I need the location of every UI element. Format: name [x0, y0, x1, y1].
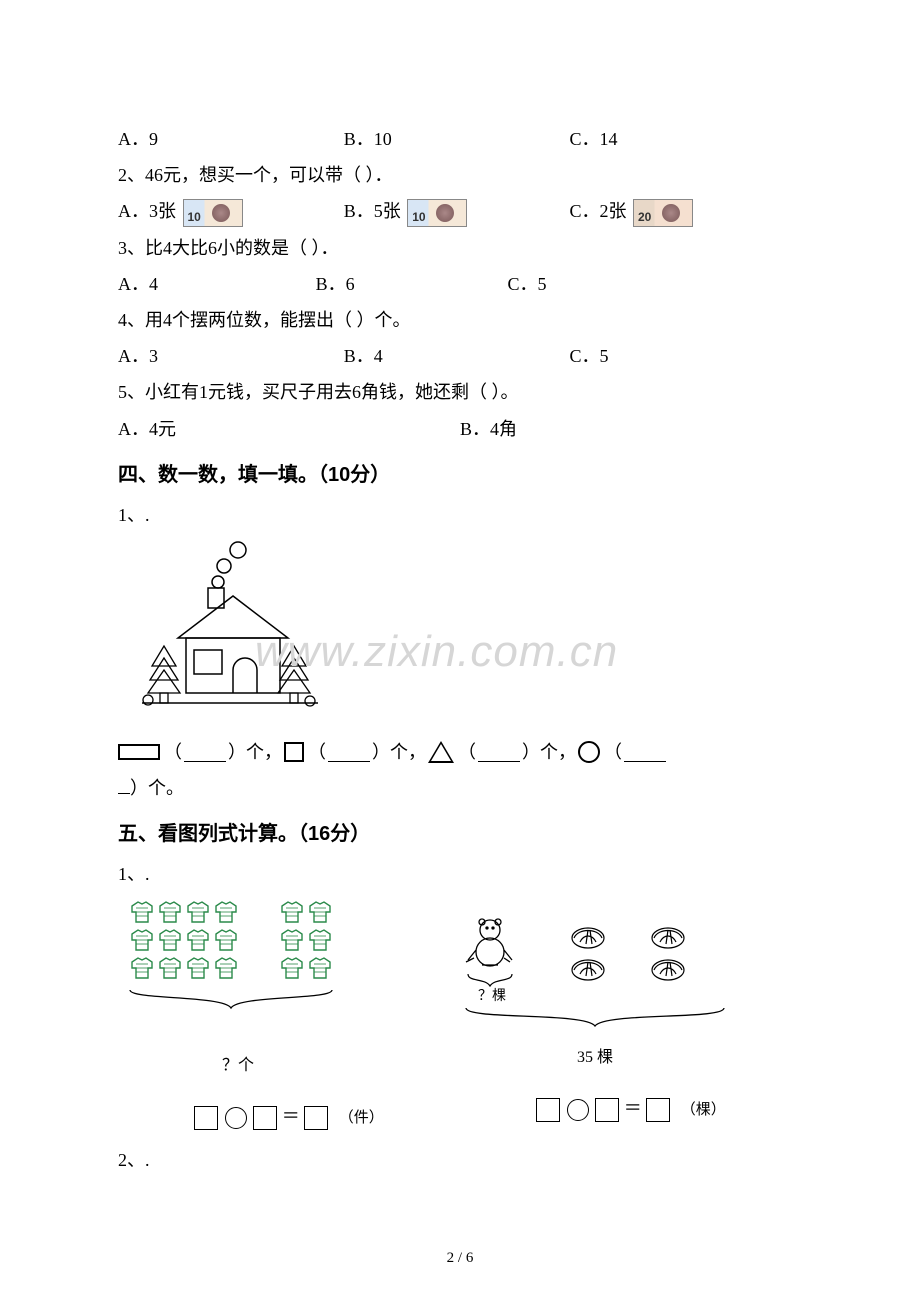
blank-4: [624, 742, 666, 762]
house-figure: [138, 538, 802, 729]
q4-opt-c: C．5: [569, 339, 802, 373]
q2-opt-c-text: C．2张: [569, 201, 626, 221]
blank-prefix: （: [164, 735, 182, 769]
banknote-20-icon: 20: [633, 199, 693, 227]
page-number: 2 / 6: [0, 1244, 920, 1273]
eq-box-icon: [536, 1098, 560, 1122]
eq-op-circle-icon: [567, 1099, 589, 1121]
blank-3: [478, 742, 520, 762]
left-q-label: ？个: [128, 1051, 348, 1081]
q3-options: A．4 B．6 C．5: [118, 267, 699, 301]
q3-opt-a: A．4: [118, 267, 316, 301]
right-q-inline: ？棵: [478, 988, 506, 1004]
blank-prefix: （: [458, 735, 476, 769]
section4-item1: 1、.: [118, 498, 802, 532]
cabbage-svg-icon: ？棵: [460, 912, 730, 1032]
circle-icon: [578, 741, 600, 763]
eq-box-icon: [595, 1098, 619, 1122]
eq-equals: ＝: [282, 1106, 300, 1126]
banknote-denom: 20: [638, 206, 651, 229]
eq-op-circle-icon: [225, 1107, 247, 1129]
unit-text: ）个，: [228, 735, 282, 769]
banknote-portrait-icon: [212, 204, 230, 222]
banknote-denom: 10: [412, 206, 425, 229]
section5-item2: 2、.: [118, 1143, 802, 1177]
q5-opt-a: A．4元: [118, 412, 460, 446]
blank-1: [184, 742, 226, 762]
blank-prefix: （: [604, 735, 622, 769]
q1-opt-c: C．14: [569, 122, 802, 156]
q3-opt-c: C．5: [508, 267, 700, 301]
triangle-icon: [428, 741, 454, 763]
q2-opt-a: A．3张 10: [118, 194, 344, 228]
blank-2: [328, 742, 370, 762]
unit-text: ）个，: [522, 735, 576, 769]
right-total: 35 棵: [460, 1043, 730, 1073]
section5-item1: 1、.: [118, 857, 802, 891]
section4-answer-line: （ ）个， （ ）个， （ ）个， （: [118, 735, 802, 769]
q3-opt-b: B．6: [316, 267, 508, 301]
eq-equals: ＝: [624, 1098, 642, 1118]
square-icon: [284, 742, 304, 762]
section5-figures: ？个 ＝ （件）: [118, 900, 802, 1134]
left-equation: ＝ （件）: [118, 1099, 460, 1133]
eq-box-icon: [194, 1106, 218, 1130]
unit-text: ）个，: [372, 735, 426, 769]
banknote-portrait-icon: [436, 204, 454, 222]
unit-text-last: ）个。: [130, 778, 184, 798]
blank-4-cont: [118, 793, 130, 794]
unit-right: （棵）: [681, 1102, 726, 1118]
q2-stem: 2、46元，想买一个，可以带（ ）．: [118, 158, 802, 192]
q4-opt-a: A．3: [118, 339, 344, 373]
cabbage-figure: ？棵: [460, 912, 802, 1074]
sweater-svg-icon: [128, 900, 348, 1040]
q4-stem: 4、用4个摆两位数，能摆出（ ）个。: [118, 303, 802, 337]
q5-stem: 5、小红有1元钱，买尺子用去6角钱，她还剩（ ）。: [118, 375, 802, 409]
section5-right: ？棵: [460, 900, 802, 1134]
q2-opt-c: C．2张 20: [569, 194, 802, 228]
banknote-denom: 10: [188, 206, 201, 229]
eq-box-icon: [253, 1106, 277, 1130]
blank-prefix: （: [308, 735, 326, 769]
q1-options: A．9 B．10 C．14: [118, 122, 802, 156]
section4-answer-line-cont: ）个。: [118, 771, 802, 805]
banknote-portrait-icon: [662, 204, 680, 222]
right-equation: ＝ （棵）: [460, 1091, 802, 1125]
q1-opt-a: A．9: [118, 122, 344, 156]
q2-opt-b: B．5张 10: [344, 194, 570, 228]
q2-opt-b-text: B．5张: [344, 201, 401, 221]
rectangle-icon: [118, 744, 160, 760]
q2-opt-a-text: A．3张: [118, 201, 176, 221]
section5-left: ？个 ＝ （件）: [118, 900, 460, 1134]
house-svg-icon: [138, 538, 338, 718]
unit-left: （件）: [339, 1110, 384, 1126]
section4-title: 四、数一数，填一填。（10分）: [118, 456, 802, 494]
eq-box-icon: [304, 1106, 328, 1130]
q3-stem: 3、比4大比6小的数是（ ）．: [118, 231, 802, 265]
section5-title: 五、看图列式计算。（16分）: [118, 815, 802, 853]
q2-options: A．3张 10 B．5张 10 C．2张 20: [118, 194, 802, 228]
q5-options: A．4元 B．4角: [118, 412, 802, 446]
banknote-10-icon: 10: [183, 199, 243, 227]
q4-opt-b: B．4: [344, 339, 570, 373]
q4-options: A．3 B．4 C．5: [118, 339, 802, 373]
q5-opt-b: B．4角: [460, 412, 802, 446]
eq-box-icon: [646, 1098, 670, 1122]
q1-opt-b: B．10: [344, 122, 570, 156]
sweater-figure: ？个: [128, 900, 460, 1082]
banknote-10-icon: 10: [407, 199, 467, 227]
